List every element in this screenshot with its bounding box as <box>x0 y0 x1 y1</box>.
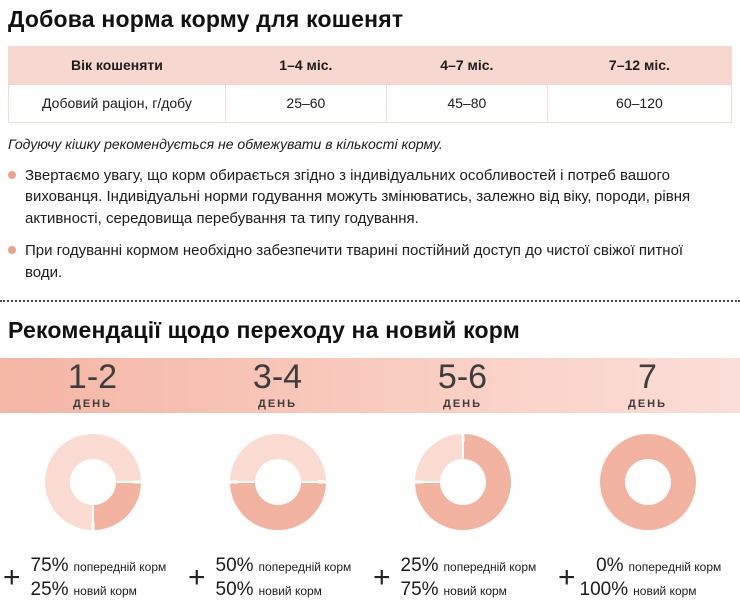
prev-label: попередній корм <box>258 559 352 574</box>
section-feeding-norm: Добова норма корму для кошенят Вік кошен… <box>0 6 740 283</box>
table-header-7-12: 7–12 міс. <box>546 45 733 85</box>
section-title-transition: Рекомендації щодо переходу на новий корм <box>8 317 520 344</box>
day-column-3-4: 3-4 ДЕНЬ <box>185 357 370 410</box>
table-cell-value-3: 60–120 <box>546 83 733 123</box>
legend-day-1-2: + 75% попередній корм 25% новий корм <box>0 555 185 601</box>
prev-label: попередній корм <box>443 559 537 574</box>
bullet-text: Звертаємо увагу, що корм обирається згід… <box>25 166 691 228</box>
legend-row: + 75% попередній корм 25% новий корм + <box>0 555 740 601</box>
legend-new-row: 75% новий корм <box>395 579 537 601</box>
legend-prev-row: 50% попередній корм <box>210 555 352 577</box>
section-transition: Рекомендації щодо переходу на новий корм… <box>0 317 740 601</box>
legend-day-5-6: + 25% попередній корм 75% новий корм <box>370 555 555 601</box>
legend-prev-row: 75% попередній корм <box>25 555 167 577</box>
legend-rows: 0% попередній корм 100% новий корм <box>580 555 722 601</box>
feeding-norm-table: Вік кошеняти 1–4 міс. 4–7 міс. 7–12 міс.… <box>8 45 733 123</box>
day-column-7: 7 ДЕНЬ <box>555 357 740 410</box>
day-number: 3-4 <box>252 357 303 396</box>
new-label: новий корм <box>73 583 137 598</box>
legend-rows: 25% попередній корм 75% новий корм <box>395 555 537 601</box>
prev-percent: 25% <box>400 554 439 576</box>
prev-label: попередній корм <box>628 559 722 574</box>
day-number: 1-2 <box>67 357 118 396</box>
table-cell-value-1: 25–60 <box>224 83 387 123</box>
prev-percent: 0% <box>596 554 624 576</box>
plus-icon: + <box>188 560 206 594</box>
donut-chart-day-3-4 <box>229 433 326 530</box>
table-row: Добовий раціон, г/добу 25–60 45–80 60–12… <box>8 83 733 123</box>
new-percent: 25% <box>30 578 69 600</box>
table-cell-value-2: 45–80 <box>385 83 548 123</box>
table-header-age: Вік кошеняти <box>8 45 226 85</box>
new-label: новий корм <box>443 583 507 598</box>
legend-prev-row: 25% попередній корм <box>395 555 537 577</box>
donut-hole <box>254 458 301 505</box>
bullet-icon <box>8 245 16 254</box>
day-label: ДЕНЬ <box>72 397 113 410</box>
table-header-4-7: 4–7 міс. <box>385 45 548 85</box>
day-label: ДЕНЬ <box>442 397 483 410</box>
donut-chart-day-7 <box>599 433 696 530</box>
donut-hole <box>439 458 486 505</box>
list-item: Звертаємо увагу, що корм обирається згід… <box>8 165 720 230</box>
new-label: новий корм <box>633 583 697 598</box>
prev-label: попередній корм <box>73 559 167 574</box>
bullet-text: При годуванні кормом необхідно забезпечи… <box>25 241 684 281</box>
legend-prev-row: 0% попередній корм <box>580 554 722 577</box>
day-header-banner: 1-2 ДЕНЬ 3-4 ДЕНЬ 5-6 ДЕНЬ 7 ДЕНЬ <box>0 357 740 413</box>
day-column-5-6: 5-6 ДЕНЬ <box>370 357 555 410</box>
list-item: При годуванні кормом необхідно забезпечи… <box>8 240 720 284</box>
day-label: ДЕНЬ <box>627 397 668 410</box>
donut-hole <box>624 458 671 505</box>
legend-day-7: + 0% попередній корм 100% новий корм <box>555 555 740 601</box>
legend-new-row: 25% новий корм <box>25 579 167 601</box>
day-column-1-2: 1-2 ДЕНЬ <box>0 357 185 410</box>
legend-day-3-4: + 50% попередній корм 50% новий корм <box>185 555 370 601</box>
table-header-row: Вік кошеняти 1–4 міс. 4–7 міс. 7–12 міс. <box>8 45 733 85</box>
donut-wrap <box>370 433 555 530</box>
donut-chart-row <box>0 433 740 530</box>
prev-percent: 50% <box>215 554 254 576</box>
new-percent: 100% <box>579 578 629 600</box>
section-title-feeding-norm: Добова норма корму для кошенят <box>8 6 404 32</box>
donut-wrap <box>185 433 370 530</box>
day-number: 7 <box>638 357 657 396</box>
donut-wrap <box>0 433 185 530</box>
legend-new-row: 100% новий корм <box>580 579 722 601</box>
legend-rows: 75% попередній корм 25% новий корм <box>25 555 167 601</box>
legend-rows: 50% попередній корм 50% новий корм <box>210 555 352 601</box>
donut-wrap <box>555 433 740 530</box>
donut-hole <box>69 458 116 505</box>
notes-list: Звертаємо увагу, що корм обирається згід… <box>8 165 732 284</box>
donut-chart-day-1-2 <box>44 433 141 530</box>
new-percent: 50% <box>215 578 254 600</box>
donut-chart-day-5-6 <box>414 433 511 530</box>
table-cell-row-label: Добовий раціон, г/добу <box>8 83 226 123</box>
bullet-icon <box>8 170 16 179</box>
plus-icon: + <box>3 560 21 594</box>
plus-icon: + <box>373 560 391 594</box>
new-label: новий корм <box>258 583 322 598</box>
plus-icon: + <box>558 560 576 594</box>
legend-new-row: 50% новий корм <box>210 579 352 601</box>
new-percent: 75% <box>400 578 439 600</box>
table-header-1-4: 1–4 міс. <box>224 45 387 85</box>
note-nursing-cat: Годуючу кішку рекомендується не обмежува… <box>8 135 443 152</box>
day-number: 5-6 <box>437 357 488 396</box>
day-label: ДЕНЬ <box>257 397 298 410</box>
dotted-divider <box>0 300 740 303</box>
prev-percent: 75% <box>30 554 69 576</box>
